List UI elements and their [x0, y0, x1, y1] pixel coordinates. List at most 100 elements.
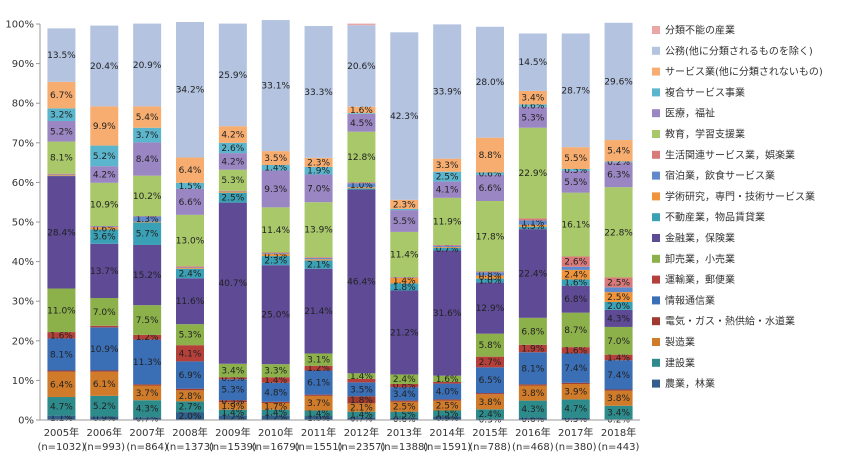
bar-segment — [176, 268, 204, 279]
data-label: 2.0% — [179, 412, 202, 422]
x-tick-label-year: 2017年 — [558, 426, 593, 439]
data-label: 8.8% — [479, 151, 502, 161]
bar-segment — [604, 390, 633, 406]
data-label: 1.4% — [264, 164, 287, 174]
bar-segment — [476, 282, 504, 334]
data-label: 14.5% — [519, 58, 548, 68]
bar-segment — [390, 199, 419, 209]
data-label: 5.5% — [564, 154, 587, 164]
bar-segment — [261, 20, 290, 152]
legend-label: 公務(他に分類されるものを除く) — [665, 44, 813, 57]
legend-swatch — [652, 317, 660, 326]
bar-segment — [47, 108, 76, 122]
data-label: 7.0% — [307, 184, 330, 194]
data-label: 1.7% — [264, 402, 287, 412]
legend-label: 情報通信業 — [665, 294, 715, 307]
bar-segment — [518, 106, 547, 128]
bar-segment — [218, 379, 247, 401]
data-label: 2.5% — [436, 173, 459, 183]
bar-segment — [604, 277, 633, 288]
data-label: 11.4% — [261, 226, 290, 236]
bar-segment — [518, 224, 547, 227]
bar-segment — [604, 354, 633, 361]
bar-segment — [347, 113, 376, 114]
legend-swatch — [652, 338, 660, 346]
data-label: 11.9% — [433, 217, 462, 227]
data-label: 1.6% — [564, 346, 587, 356]
bar-segment — [561, 269, 590, 280]
bar-segment — [218, 409, 247, 416]
y-tick-label: 90% — [12, 59, 34, 70]
bar-segment — [133, 222, 162, 245]
data-label: 33.1% — [261, 82, 290, 92]
x-tick-label-n: (n=1388) — [380, 442, 428, 453]
data-label: 4.7% — [50, 402, 73, 412]
bar-segment — [347, 382, 376, 397]
bar-segment — [176, 266, 204, 268]
data-label: 6.6% — [179, 198, 202, 208]
y-tick-label: 0% — [18, 416, 34, 427]
legend-label: 運輸業，郵便業 — [665, 273, 735, 286]
data-label: 5.7% — [136, 230, 159, 240]
bar-segment — [261, 382, 290, 402]
bar-segment — [133, 384, 162, 386]
bar-segment — [218, 363, 247, 378]
legend-label: 金融業，保険業 — [665, 232, 735, 245]
bar-segment — [390, 283, 419, 291]
data-label: 2.6% — [221, 144, 244, 154]
bar-segment — [476, 172, 504, 175]
bar-segment — [133, 400, 162, 418]
data-label: 3.7% — [136, 389, 159, 399]
bar-segment — [561, 170, 590, 193]
bar-segment — [476, 275, 504, 279]
bar-segment — [90, 370, 119, 372]
data-label: 6.6% — [479, 184, 502, 194]
x-tick-label-year: 2018年 — [601, 426, 636, 439]
bar-segment — [133, 385, 162, 401]
bar-segment — [304, 394, 333, 396]
data-label: 5.5% — [393, 217, 416, 227]
legend-swatch — [652, 67, 660, 76]
bar-segment — [390, 400, 419, 402]
data-label: 3.4% — [521, 94, 544, 104]
data-label: 5.8% — [479, 341, 502, 351]
data-label: 3.5% — [350, 385, 373, 395]
data-label: 2.5% — [607, 293, 630, 303]
legend-swatch — [652, 171, 660, 180]
data-label: 31.6% — [433, 309, 462, 319]
data-label: 10.9% — [90, 200, 119, 210]
data-label: 0.6% — [521, 102, 544, 112]
bar-segment — [347, 113, 376, 132]
bar-segment — [390, 374, 419, 384]
bar-segment — [518, 317, 547, 345]
data-label: 1.4% — [350, 410, 373, 420]
data-label: 17.8% — [476, 232, 505, 242]
data-label: 1.2% — [136, 333, 159, 343]
bar-segment — [304, 353, 333, 366]
x-tick-label-n: (n=1551) — [295, 442, 343, 453]
bar-segment — [476, 393, 504, 395]
data-label: 0.8% — [393, 382, 416, 392]
data-label: 22.8% — [604, 228, 633, 238]
bar-segment — [304, 395, 333, 411]
bar-segment — [218, 192, 247, 203]
data-label: 1.9% — [221, 402, 244, 412]
bar-segment — [90, 25, 119, 107]
bar-segment — [47, 121, 76, 142]
bar-segment — [476, 272, 504, 276]
legend-label: 不動産業，物品賃貸業 — [665, 211, 765, 224]
data-label: 11.6% — [176, 297, 205, 307]
bar-segment — [218, 400, 247, 403]
y-tick-label: 10% — [12, 376, 34, 387]
bar-segment — [47, 415, 76, 420]
data-label: 0.8% — [479, 270, 502, 280]
data-label: 3.7% — [136, 131, 159, 141]
data-label: 25.0% — [261, 311, 290, 321]
bar-segment — [518, 127, 547, 219]
legend-label: 複合サービス事業 — [665, 86, 745, 99]
bar-segment — [433, 158, 462, 172]
data-label: 4.8% — [264, 388, 287, 398]
legend-swatch — [652, 46, 660, 55]
bar-segment — [304, 166, 333, 175]
